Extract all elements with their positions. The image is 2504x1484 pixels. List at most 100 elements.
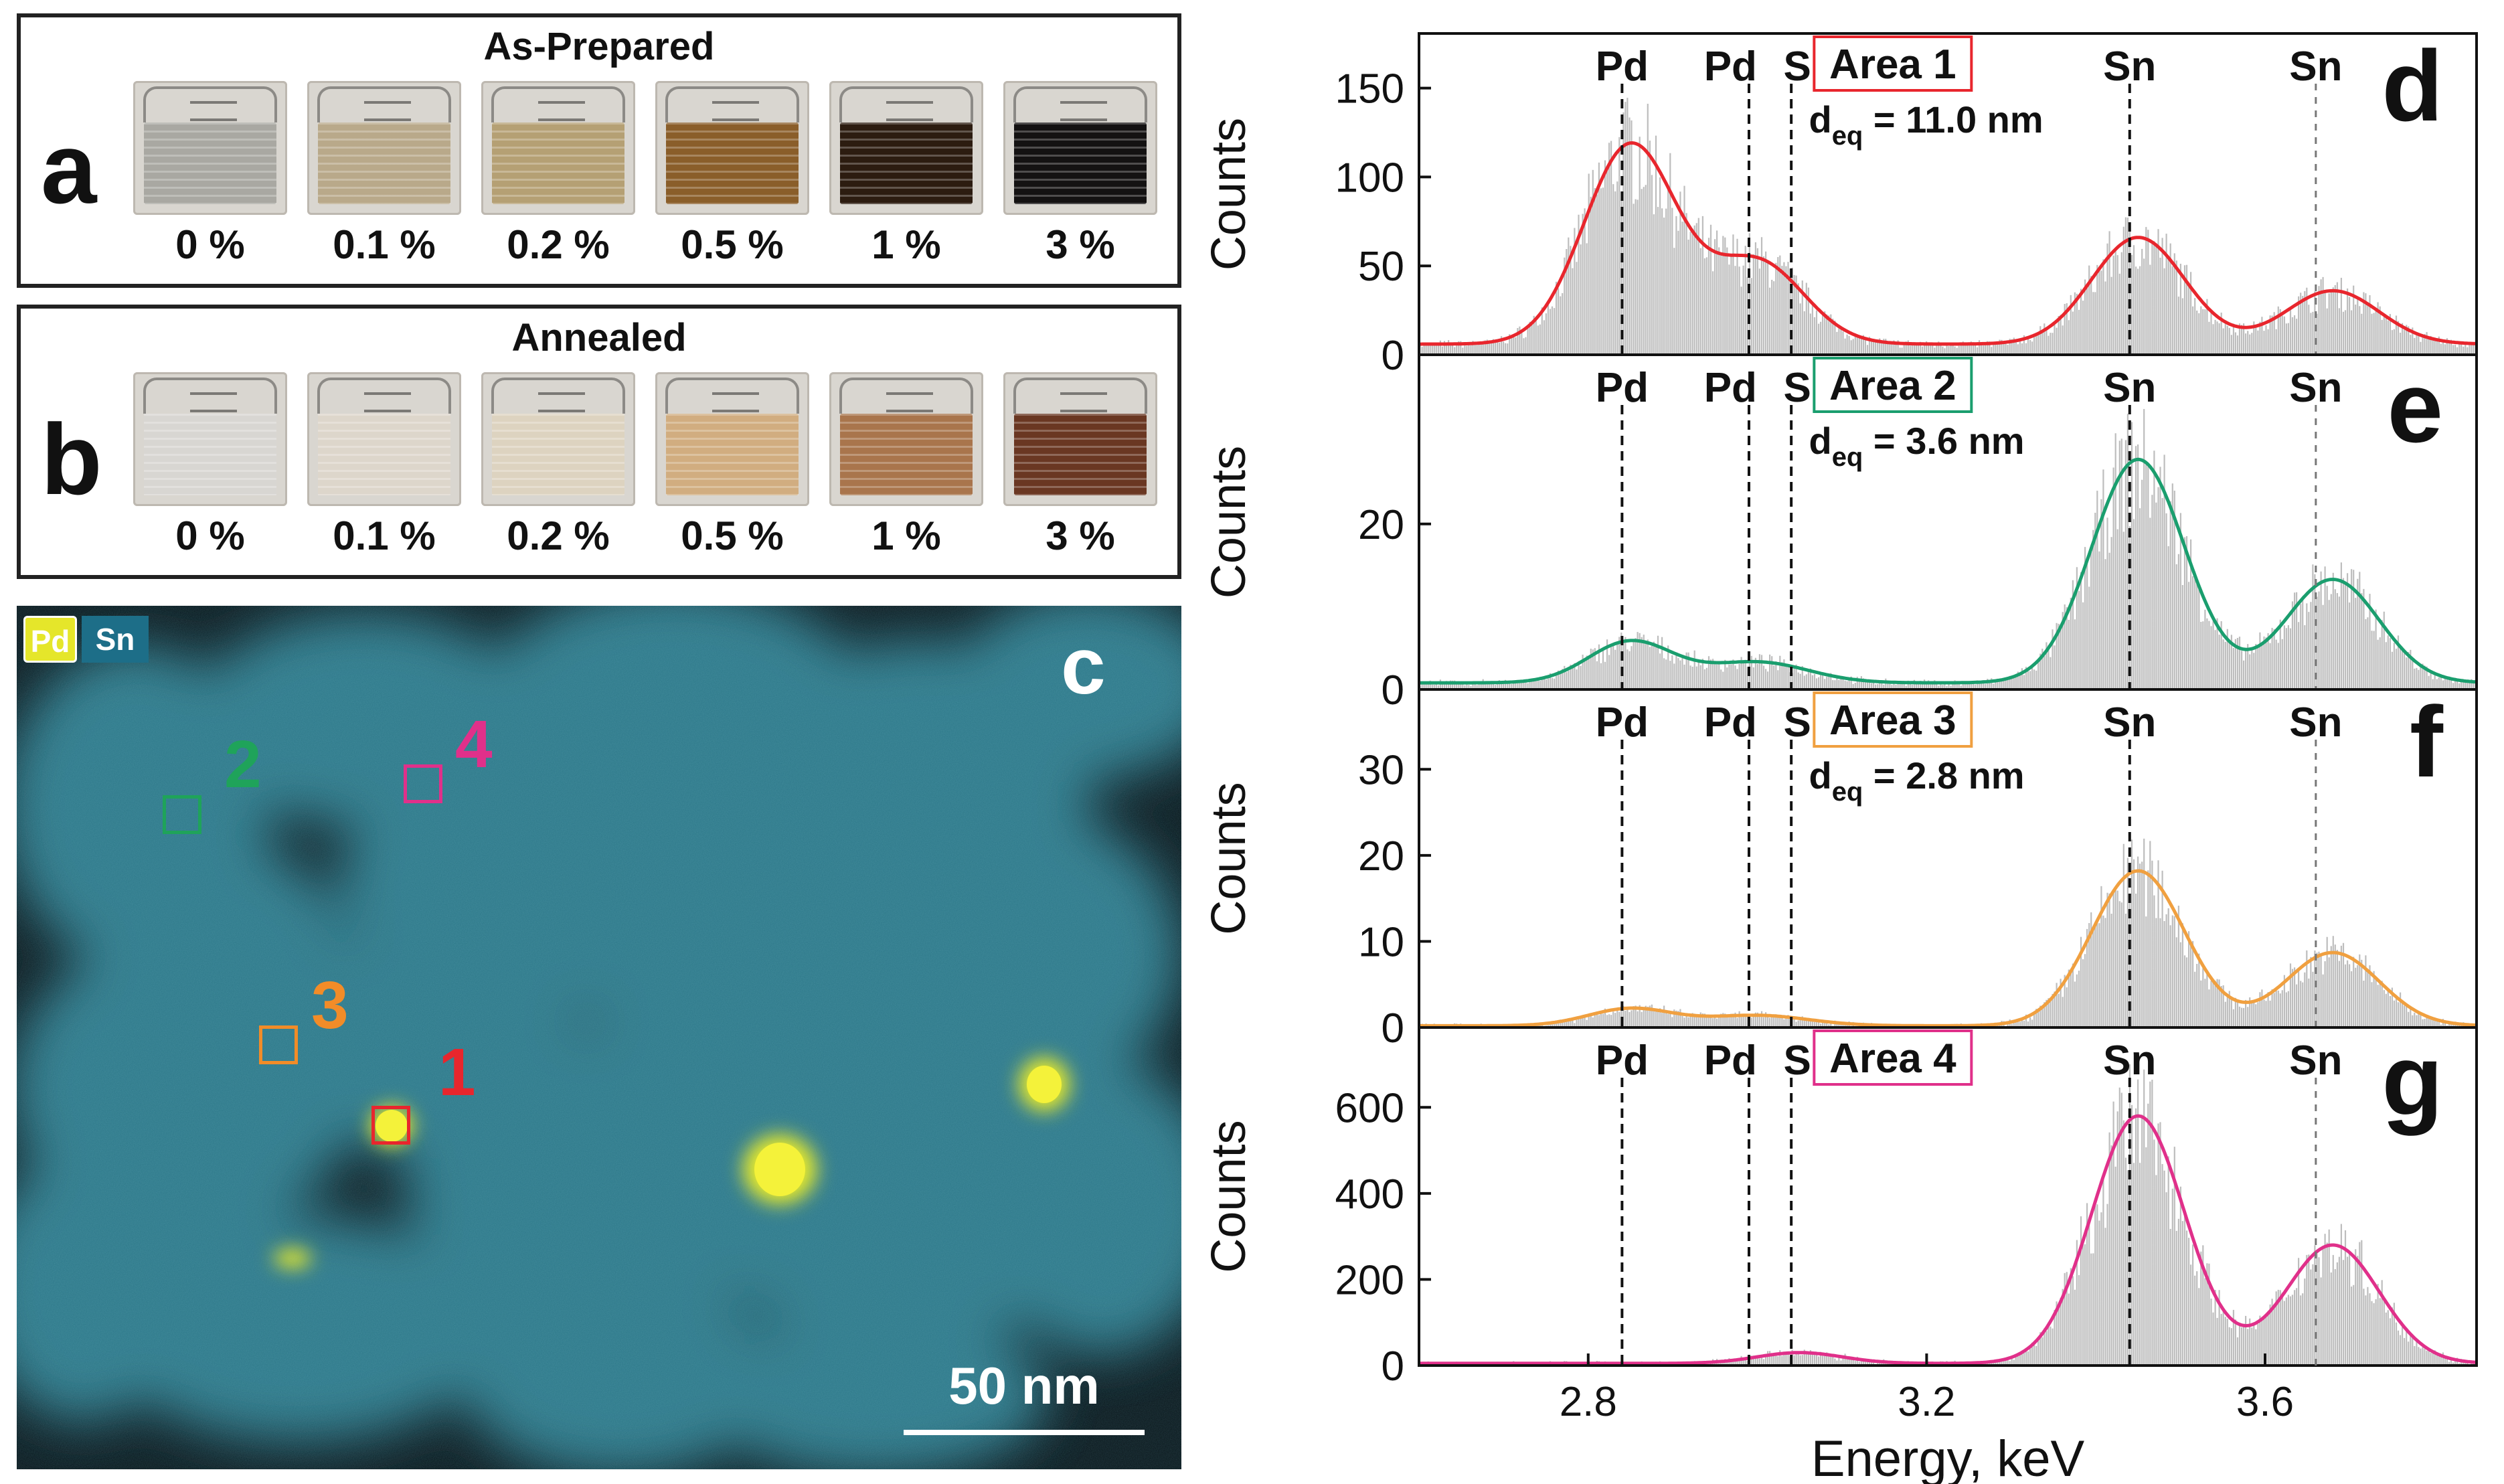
y-tick-label: 100	[1335, 155, 1404, 201]
sensor-contact-frame	[491, 86, 625, 122]
element-label: Sn	[2103, 1038, 2156, 1084]
area-4-box	[404, 764, 442, 803]
sensor-electrode-comb	[886, 392, 933, 412]
sensor-photo	[655, 81, 809, 215]
deq-subscript: eq	[1832, 442, 1863, 472]
spectrum-histogram-g	[1419, 1064, 2477, 1366]
sensor-film	[666, 122, 799, 204]
sensor-film	[1014, 122, 1147, 204]
spectrum-fit-g	[1419, 1114, 2477, 1366]
sensor-contact-frame	[665, 378, 799, 414]
sensor-electrode-comb	[538, 101, 585, 121]
sample-concentration-label: 1 %	[871, 513, 941, 558]
sensor-film	[840, 122, 973, 204]
panel-frame-g	[1418, 1026, 2478, 1367]
y-tick-label: 0	[1382, 333, 1404, 379]
area-1-label: 1	[438, 1035, 476, 1110]
panel-b-title: Annealed	[511, 316, 687, 359]
deq-value: = 3.6 nm	[1863, 420, 2024, 462]
sensor-film	[1014, 414, 1147, 495]
sensor-photo	[1003, 81, 1157, 215]
element-label: Sn	[2289, 44, 2342, 90]
sensor-photo	[829, 81, 983, 215]
y-tick-label: 0	[1382, 1343, 1404, 1390]
deq-symbol: d	[1809, 420, 1831, 462]
y-tick-label: 0	[1382, 1005, 1404, 1052]
y-tick-label: 200	[1335, 1257, 1404, 1303]
deq-subscript: eq	[1832, 777, 1863, 807]
element-label: Pd	[1704, 699, 1757, 746]
sensor-film	[144, 122, 276, 204]
sensor-contact-frame	[317, 86, 451, 122]
sensor-film	[840, 414, 973, 495]
deq-subscript: eq	[1832, 121, 1863, 151]
element-label: Pd	[1704, 1038, 1757, 1084]
sensor-contact-frame	[143, 86, 277, 122]
sample-concentration-label: 0.2 %	[507, 222, 610, 267]
area-1-box	[371, 1106, 410, 1145]
y-axis-label: Counts	[1202, 782, 1256, 934]
panel-letter-e: e	[2388, 351, 2443, 463]
element-label: Pd	[1704, 365, 1757, 411]
sensor-photo	[307, 81, 461, 215]
element-label: Sn	[2289, 1038, 2342, 1084]
sensor-photo	[655, 372, 809, 506]
area-3-label: 3	[311, 968, 349, 1043]
pd-particle-core	[754, 1143, 805, 1196]
area-label-box	[1813, 1029, 1973, 1086]
element-label: Sn	[2289, 699, 2342, 746]
panel-letter-g: g	[2382, 1023, 2443, 1136]
panel-letter-d: d	[2382, 29, 2443, 142]
x-axis-label: Energy, keV	[1811, 1430, 2085, 1484]
eds-elemental-map: 1 2 3 4 c 50 nm	[17, 606, 1181, 1469]
spectrum-fit-f	[1419, 869, 2477, 1027]
deq-value: = 2.8 nm	[1863, 754, 2024, 797]
panel-a-letter: a	[41, 112, 97, 224]
sample-concentration-label: 3 %	[1046, 513, 1115, 558]
sample-concentration-label: 0.2 %	[507, 513, 610, 558]
sensor-film	[318, 122, 450, 204]
sensor-contact-frame	[491, 378, 625, 414]
element-label: Pd	[1596, 44, 1649, 90]
x-tick-label: 3.2	[1898, 1379, 1955, 1425]
deq-symbol: d	[1809, 754, 1831, 797]
sample-concentration-label: 0.5 %	[681, 222, 784, 267]
equivalent-diameter: deq = 11.0 nm	[1809, 98, 2043, 151]
equivalent-diameter: deq = 2.8 nm	[1809, 754, 2024, 807]
sensor-contact-frame	[1013, 86, 1147, 122]
sensor-photo	[481, 81, 635, 215]
y-tick-label: 600	[1335, 1085, 1404, 1131]
element-label: Pd	[1596, 365, 1649, 411]
spectrum-fit-d	[1419, 141, 2477, 346]
area-label: Area 4	[1829, 1036, 1956, 1082]
area-label-box	[1813, 35, 1973, 92]
y-tick-label: 30	[1358, 747, 1404, 793]
y-tick-label: 150	[1335, 66, 1404, 112]
element-label: Pd	[1596, 1038, 1649, 1084]
area-3-box	[259, 1025, 298, 1064]
y-tick-label: 400	[1335, 1171, 1404, 1218]
x-tick-label: 3.6	[2236, 1379, 2294, 1425]
sensor-photo	[829, 372, 983, 506]
panel-a-box: As-Prepared a 0 % 0.1 % 0.2 % 0.5 % 1 % 3 %	[17, 13, 1181, 288]
area-2-box	[163, 795, 201, 834]
sensor-electrode-comb	[712, 101, 759, 121]
pd-particle-core	[375, 1110, 408, 1142]
sensor-contact-frame	[317, 378, 451, 414]
panel-letter-f: f	[2410, 685, 2444, 798]
deq-value: = 11.0 nm	[1863, 98, 2043, 141]
legend-sn-chip: Sn	[82, 616, 149, 663]
spectrum-fit-e	[1419, 457, 2477, 685]
spectrum-histogram-f	[1419, 838, 2477, 1027]
sensor-contact-frame	[665, 86, 799, 122]
sensor-contact-frame	[1013, 378, 1147, 414]
sample-concentration-label: 3 %	[1046, 222, 1115, 267]
sensor-film	[144, 414, 276, 495]
area-label: Area 2	[1829, 363, 1956, 409]
panel-a-title: As-Prepared	[483, 25, 715, 68]
pd-particle-core	[1027, 1066, 1062, 1103]
area-label-box	[1813, 357, 1973, 413]
sensor-film	[492, 414, 624, 495]
sensor-electrode-comb	[364, 101, 411, 121]
